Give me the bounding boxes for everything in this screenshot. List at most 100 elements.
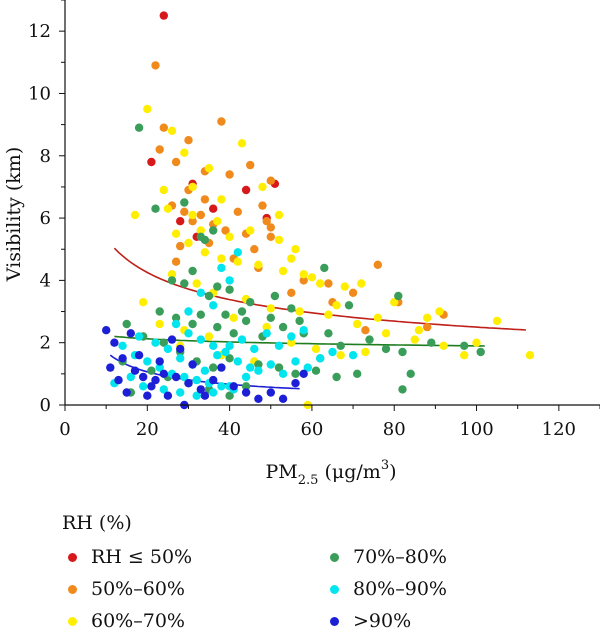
scatter-point <box>237 307 247 316</box>
legend-marker <box>330 552 339 562</box>
scatter-point <box>299 270 308 279</box>
scatter-point <box>176 217 185 226</box>
scatter-point <box>287 332 296 341</box>
x-tick-label: 60 <box>300 419 323 440</box>
scatter-point <box>246 226 255 235</box>
legend-marker <box>68 552 77 562</box>
scatter-point <box>266 176 275 185</box>
scatter-point <box>274 210 284 220</box>
x-tick-label: 20 <box>136 419 159 440</box>
legend-items: RH ≤ 50% 70%–80% 50%–60% 80%–90% 60%–70% >90% <box>62 544 582 634</box>
scatter-point <box>204 332 214 341</box>
scatter-point <box>213 282 222 291</box>
scatter-point <box>303 363 312 372</box>
scatter-point <box>184 329 193 338</box>
axes: 0 20 40 60 80 100 120 0 2 4 6 8 10 12 <box>28 0 600 440</box>
scatter-point <box>110 338 119 347</box>
scatter-point <box>209 204 218 213</box>
scatter-point <box>106 363 115 372</box>
legend-label: >90% <box>353 610 412 632</box>
scatter-point <box>139 382 148 391</box>
scatter-point <box>188 360 197 369</box>
scatter-point <box>225 276 234 285</box>
legend-marker <box>330 584 339 594</box>
scatter-point <box>316 354 325 363</box>
scatter-point <box>217 254 226 263</box>
scatter-point <box>196 226 205 235</box>
scatter-point <box>295 307 304 316</box>
scatter-point <box>204 164 214 173</box>
scatter-point <box>184 238 193 248</box>
scatter-point <box>143 391 152 400</box>
scatter-point <box>435 307 444 316</box>
scatter-point <box>200 195 210 204</box>
scatter-point <box>155 363 164 372</box>
scatter-point <box>291 245 300 254</box>
scatter-point <box>180 198 189 207</box>
scatter-point <box>122 319 131 329</box>
scatter-point <box>171 157 181 167</box>
scatter-point <box>213 217 222 226</box>
scatter-point <box>134 123 144 132</box>
scatter-point <box>237 139 247 148</box>
scatter-point <box>246 298 255 307</box>
scatter-point <box>291 357 300 366</box>
scatter-point <box>361 326 370 335</box>
scatter-point <box>278 394 288 403</box>
scatter-point <box>180 372 189 382</box>
scatter-point <box>476 347 485 357</box>
scatter-point <box>398 385 407 394</box>
scatter-point <box>225 232 234 241</box>
scatter-point <box>291 369 300 378</box>
scatter-point <box>348 351 358 360</box>
scatter-point <box>398 347 407 357</box>
scatter-point <box>316 279 325 288</box>
scatter-point <box>192 279 201 288</box>
scatter-point <box>180 148 189 157</box>
scatter-point <box>139 298 148 307</box>
scatter-point <box>163 391 173 400</box>
scatter-point <box>390 298 399 307</box>
scatter-point <box>394 291 403 301</box>
scatter-point <box>159 185 168 195</box>
scatter-point <box>365 335 374 344</box>
legend: RH (%) RH ≤ 50% 70%–80% 50%–60% 80%–90% 60%–… <box>62 512 582 634</box>
scatter-point <box>213 351 222 360</box>
scatter-point <box>525 351 535 360</box>
scatter-point <box>233 257 242 266</box>
scatter-point <box>196 288 205 297</box>
scatter-point <box>213 322 222 332</box>
scatter-point <box>336 351 345 360</box>
scatter-point <box>439 341 448 350</box>
scatter-point <box>130 366 140 375</box>
scatter-point <box>184 136 193 145</box>
scatter-point <box>188 319 197 329</box>
scatter-point <box>299 276 308 285</box>
legend-item: 80%–90% <box>324 576 564 602</box>
data-points <box>102 11 535 410</box>
scatter-point <box>353 319 362 329</box>
scatter-point <box>155 319 164 329</box>
scatter-point <box>427 338 436 347</box>
scatter-point <box>229 313 238 322</box>
scatter-point <box>192 375 201 385</box>
scatter-point <box>200 391 210 400</box>
scatter-point <box>167 335 177 344</box>
scatter-point <box>246 160 255 170</box>
legend-label: 60%–70% <box>91 610 185 632</box>
scatter-point <box>184 379 193 388</box>
legend-marker <box>68 616 77 626</box>
scatter-point <box>147 366 156 375</box>
legend-item: RH ≤ 50% <box>62 544 324 570</box>
scatter-point <box>176 344 185 354</box>
scatter-point <box>254 360 263 369</box>
scatter-point <box>278 266 288 276</box>
y-tick-label: 2 <box>40 333 51 354</box>
scatter-point <box>278 369 288 378</box>
scatter-point <box>192 391 201 400</box>
scatter-point <box>159 385 168 394</box>
x-tick-label: 80 <box>383 419 406 440</box>
scatter-point <box>348 288 358 297</box>
scatter-point <box>229 382 238 391</box>
y-tick-label: 4 <box>40 270 51 291</box>
